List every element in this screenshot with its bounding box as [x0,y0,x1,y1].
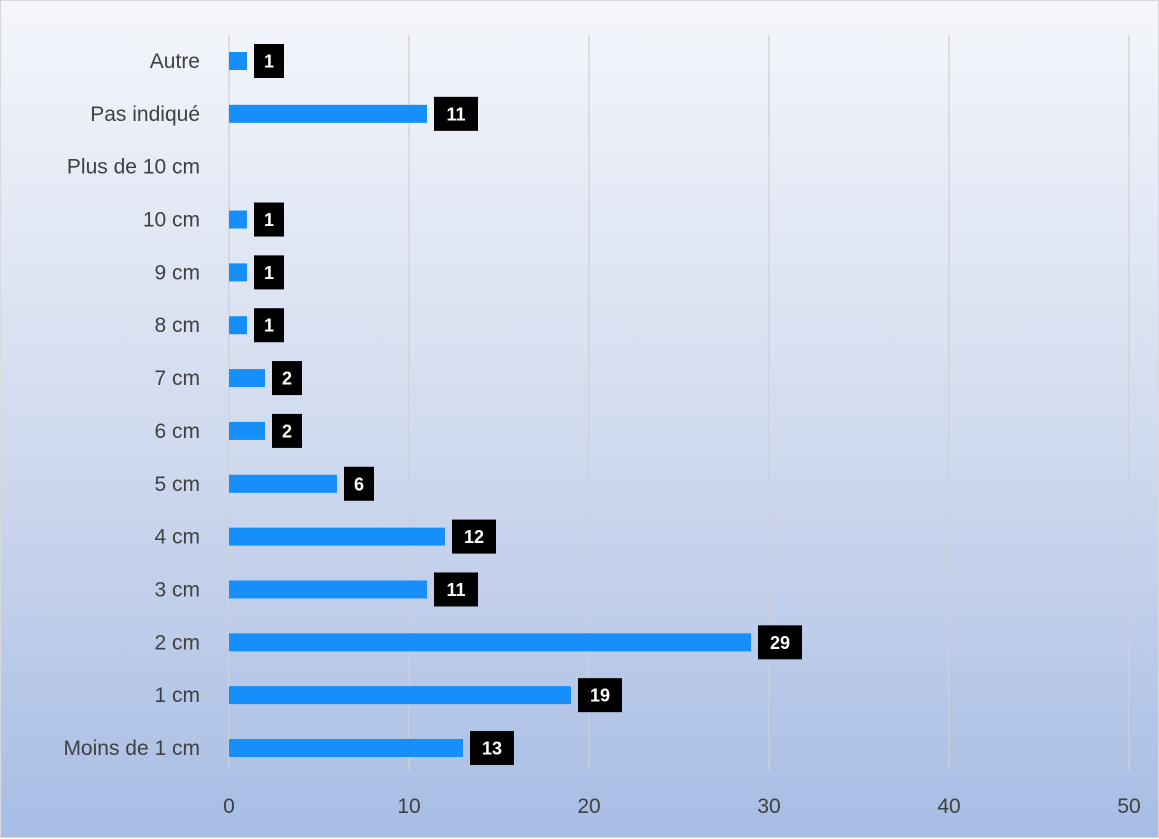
category-label: 10 cm [143,209,200,232]
category-label: Pas indiqué [90,103,200,126]
data-label: 13 [470,731,514,765]
data-label: 1 [254,202,284,237]
data-label-text: 1 [264,263,274,283]
data-label-text: 19 [590,686,610,706]
bar [229,633,751,652]
data-label: 1 [254,44,284,78]
bar [229,474,337,493]
category-label: 3 cm [154,578,200,601]
bar [229,686,571,705]
data-label: 1 [254,255,284,290]
data-label-text: 11 [446,580,465,600]
data-label-text: 1 [264,210,274,230]
bar [229,421,265,440]
category-label: Moins de 1 cm [63,737,200,760]
gridlines [228,35,1130,771]
data-label-text: 2 [282,369,292,389]
x-tick-label: 10 [397,795,420,818]
data-label-box [434,96,478,131]
data-label-box [758,625,802,660]
data-label: 19 [578,678,622,713]
data-label: 6 [344,466,374,501]
data-label-box [470,731,514,765]
data-label: 2 [272,413,302,448]
data-label-box [578,678,622,713]
data-label: 2 [272,361,302,396]
data-label: 11 [434,96,478,131]
category-label: 1 cm [154,684,200,707]
data-label-text: 12 [464,527,484,547]
bar [229,263,247,282]
bar [229,52,247,70]
category-label: 4 cm [154,526,200,549]
data-label-box [254,44,284,78]
category-label: 2 cm [154,631,200,654]
category-label: 7 cm [154,367,200,390]
bar [229,316,247,335]
data-label-box [272,413,302,448]
bar [229,210,247,229]
data-label-text: 1 [264,316,274,336]
data-label-box [254,308,284,343]
x-tick-label: 0 [223,795,235,818]
data-label-box [434,572,478,607]
bar [229,580,427,599]
x-tick-label: 20 [577,795,600,818]
data-label-box [344,466,374,501]
data-label-text: 11 [446,104,465,124]
category-labels: Moins de 1 cm 1 cm 2 cm 3 cm 4 cm 5 cm 6 cm 7 c… [63,50,200,760]
category-label: 8 cm [154,314,200,337]
category-label: Autre [150,50,200,73]
bar [229,527,445,546]
x-tick-label: 30 [757,795,780,818]
data-label-text: 29 [770,633,790,653]
data-label-box [452,519,496,554]
x-axis-ticks: 0 10 20 30 40 50 [223,795,1141,818]
category-label: 9 cm [154,261,200,284]
data-label: 12 [452,519,496,554]
data-label-text: 13 [482,739,502,759]
category-label: 6 cm [154,420,200,443]
x-tick-label: 40 [937,795,960,818]
category-label: Plus de 10 cm [67,156,200,179]
data-label: 1 [254,308,284,343]
bars [229,52,751,757]
category-label: 5 cm [154,473,200,496]
data-label-box [272,361,302,396]
data-label-box [254,255,284,290]
bar [229,739,463,757]
data-label-text: 2 [282,421,292,441]
bar [229,104,427,123]
data-label-text: 1 [264,52,274,72]
x-tick-label: 50 [1117,795,1140,818]
data-label-text: 6 [354,474,364,494]
bar [229,369,265,388]
data-label: 11 [434,572,478,607]
data-label-box [254,202,284,237]
data-label: 29 [758,625,802,660]
